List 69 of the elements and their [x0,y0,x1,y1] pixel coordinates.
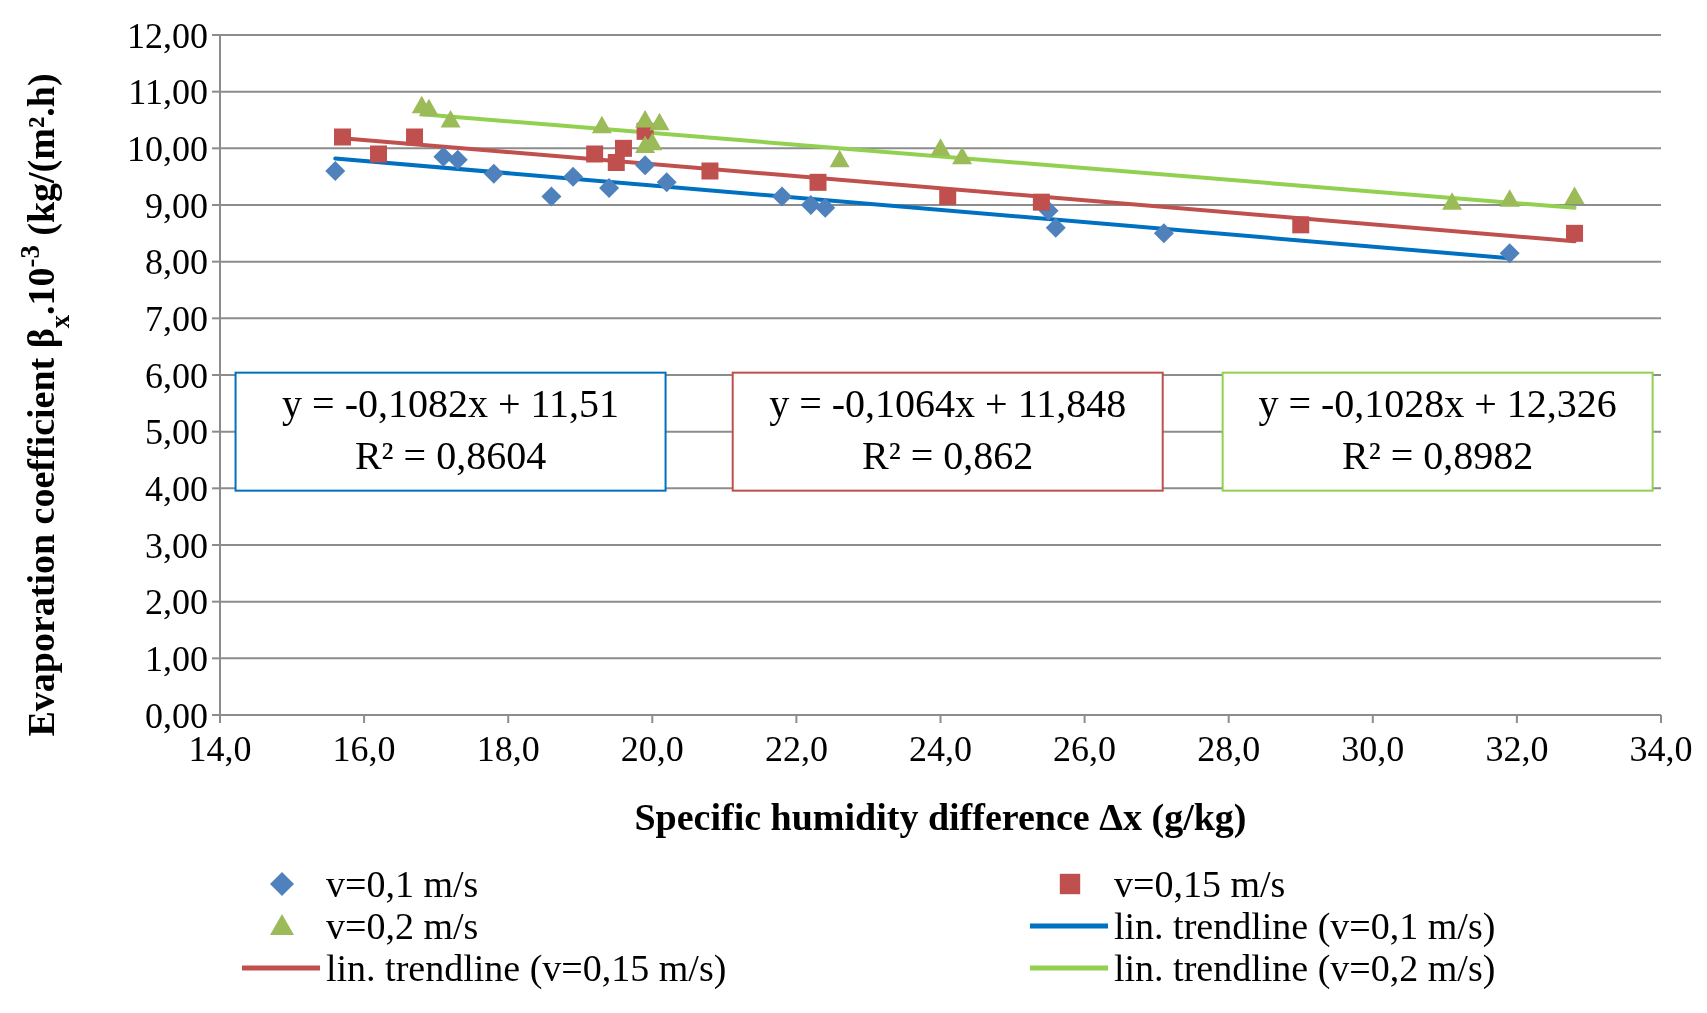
point [1032,193,1050,211]
point [614,139,632,157]
point [829,149,850,168]
point [370,145,388,163]
point [440,110,461,128]
point [701,162,719,180]
y-tick-label: 11,00 [128,72,208,113]
point [1566,224,1584,242]
point [563,166,584,187]
point [406,128,424,146]
point [635,155,656,176]
legend-label: v=0,2 m/s [326,905,479,948]
point [800,195,821,215]
point [447,149,468,170]
point [771,186,792,207]
legend-label: v=0,15 m/s [1114,863,1286,906]
point [1499,189,1520,207]
point [1442,192,1463,210]
point [541,186,562,207]
point [635,110,656,128]
x-tick-label: 20,0 [620,729,684,769]
point [952,146,973,165]
point [1153,223,1174,244]
point [1292,216,1310,234]
legend-label: lin. trendline (v=0,1 m/s) [1114,905,1496,949]
x-tick-label: 26,0 [1053,729,1117,769]
x-tick-label: 18,0 [476,729,540,769]
annotation: y = -0,1082x + 11,51 R² = 0,8604 [282,380,620,478]
x-tick-label: 22,0 [764,729,828,769]
point [325,161,346,181]
legend-label: v=0,1 m/s [326,863,479,906]
y-tick-label: 2,00 [145,582,208,623]
x-tick-label: 24,0 [909,729,972,769]
y-tick-label: 12,00 [127,15,208,56]
x-tick-label: 34,0 [1629,729,1693,769]
legend-label: lin. trendline (v=0,2 m/s) [1114,947,1496,991]
point [1499,243,1520,264]
point [483,163,504,184]
y-tick-label: 9,00 [145,185,208,226]
y-tick-label: 10,00 [127,128,208,169]
legend-label: lin. trendline (v=0,15 m/s) [326,947,727,991]
y-tick-label: 4,00 [145,468,208,509]
x-tick-label: 30,0 [1341,729,1405,769]
annotation: y = -0,1064x + 11,848 R² = 0,862 [769,380,1127,478]
x-tick-label: 32,0 [1485,729,1549,769]
x-tick-label: 16,0 [332,729,396,769]
y-tick-label: 8,00 [145,242,208,283]
x-tick-label: 28,0 [1197,729,1261,769]
point [815,197,836,218]
point [333,128,351,146]
y-tick-label: 6,00 [145,355,208,396]
y-tick-label: 1,00 [145,638,208,679]
point [809,173,827,191]
y-tick-label: 7,00 [145,298,208,339]
y-tick-label: 5,00 [145,412,208,453]
point [1045,217,1066,238]
point [599,178,620,198]
x-axis-title: Specific humidity difference Δx (g/kg) [634,796,1247,839]
annotation: y = -0,1028x + 12,326 R² = 0,8982 [1258,380,1617,478]
point [418,98,439,117]
y-tick-label: 3,00 [145,525,208,566]
point [1564,186,1585,204]
point [586,145,604,163]
point [433,146,454,167]
point [930,138,951,156]
point [591,115,612,134]
point [649,112,670,131]
point [656,172,677,193]
point [939,188,957,205]
